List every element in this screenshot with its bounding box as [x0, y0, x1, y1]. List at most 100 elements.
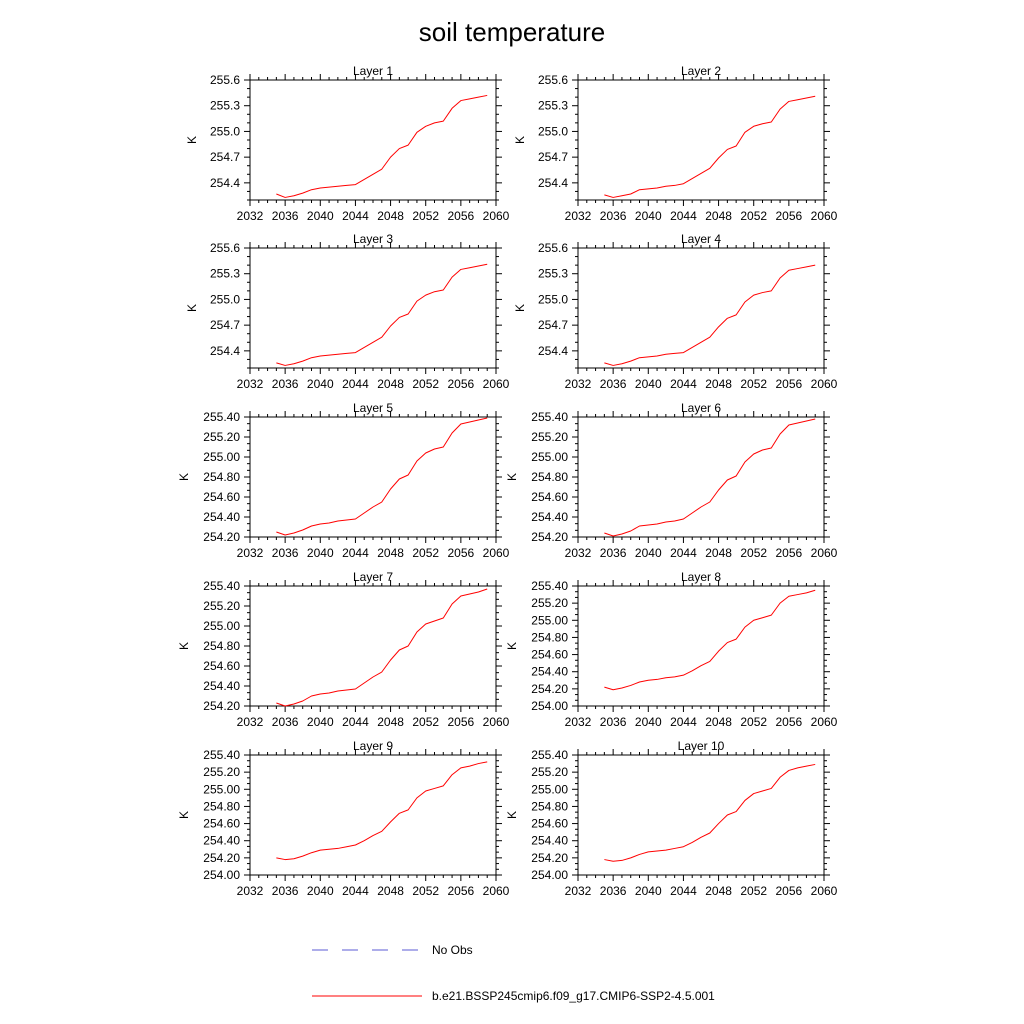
- x-tick-label: 2032: [237, 209, 264, 223]
- y-tick-label: 255.00: [531, 450, 568, 464]
- y-axis-label: K: [177, 642, 191, 650]
- series-line-layer-3: [276, 263, 488, 366]
- x-tick-label: 2048: [377, 715, 404, 729]
- y-tick-label: 255.00: [531, 613, 568, 627]
- x-tick-label: 2060: [811, 209, 838, 223]
- x-tick-label: 2032: [565, 884, 592, 898]
- y-tick-label: 254.20: [203, 851, 240, 865]
- x-tick-label: 2048: [705, 715, 732, 729]
- x-tick-label: 2036: [600, 209, 627, 223]
- series-line-layer-8: [604, 589, 816, 691]
- panel-title: Layer 1: [353, 64, 393, 78]
- x-tick-label: 2044: [670, 715, 697, 729]
- y-tick-label: 254.00: [531, 699, 568, 713]
- x-tick-label: 2032: [565, 377, 592, 391]
- x-tick-label: 2044: [342, 546, 369, 560]
- y-tick-label: 255.0: [538, 292, 568, 306]
- panel-layer-1: Layer 1 254.4 254.7 255.0 255.3 255.6 2032 2036…: [185, 64, 510, 223]
- y-tick-label: 254.20: [203, 530, 240, 544]
- x-tick-label: 2052: [740, 209, 767, 223]
- x-tick-label: 2040: [307, 715, 334, 729]
- y-tick-label: 255.20: [203, 599, 240, 613]
- y-axis-label: K: [513, 304, 527, 312]
- y-axis-label: K: [513, 136, 527, 144]
- x-tick-label: 2032: [565, 209, 592, 223]
- plot-frame: [249, 416, 497, 538]
- x-tick-label: 2060: [483, 209, 510, 223]
- plot-frame: [249, 79, 497, 201]
- x-tick-label: 2056: [448, 209, 475, 223]
- x-tick-label: 2032: [565, 546, 592, 560]
- y-tick-label: 255.00: [203, 619, 240, 633]
- panel-grid: Layer 1 254.4 254.7 255.0 255.3 255.6 2032 2036…: [177, 64, 838, 898]
- panel-title: Layer 3: [353, 232, 393, 246]
- x-tick-label: 2044: [670, 884, 697, 898]
- y-tick-label: 254.60: [531, 817, 568, 831]
- y-tick-label: 254.20: [203, 699, 240, 713]
- x-tick-label: 2040: [307, 884, 334, 898]
- series-line-layer-9: [276, 761, 488, 861]
- x-tick-label: 2036: [272, 377, 299, 391]
- x-tick-label: 2060: [811, 546, 838, 560]
- y-axis-label: K: [177, 811, 191, 819]
- y-tick-label: 255.0: [210, 124, 240, 138]
- y-tick-label: 255.3: [210, 99, 240, 113]
- x-tick-label: 2036: [272, 209, 299, 223]
- y-tick-label: 255.40: [531, 410, 568, 424]
- x-tick-label: 2048: [377, 209, 404, 223]
- x-tick-label: 2036: [272, 884, 299, 898]
- y-tick-label: 254.40: [203, 679, 240, 693]
- y-tick-label: 254.40: [531, 834, 568, 848]
- y-tick-label: 254.60: [531, 648, 568, 662]
- panel-title: Layer 7: [353, 570, 393, 584]
- y-tick-label: 254.60: [203, 490, 240, 504]
- y-tick-label: 254.20: [531, 530, 568, 544]
- y-axis-label: K: [505, 642, 519, 650]
- series-line-layer-4: [604, 264, 816, 366]
- y-tick-label: 254.40: [531, 665, 568, 679]
- y-tick-label: 255.00: [203, 450, 240, 464]
- y-tick-label: 255.40: [203, 748, 240, 762]
- panel-title: Layer 10: [678, 739, 725, 753]
- y-tick-label: 255.20: [203, 765, 240, 779]
- y-tick-label: 254.40: [531, 510, 568, 524]
- x-tick-label: 2060: [811, 884, 838, 898]
- y-tick-label: 255.3: [538, 99, 568, 113]
- x-tick-label: 2056: [448, 377, 475, 391]
- x-tick-label: 2040: [307, 546, 334, 560]
- x-tick-label: 2052: [412, 377, 439, 391]
- y-tick-label: 255.40: [203, 410, 240, 424]
- x-tick-label: 2056: [776, 715, 803, 729]
- y-tick-label: 255.40: [531, 748, 568, 762]
- x-tick-label: 2044: [342, 884, 369, 898]
- x-tick-label: 2060: [483, 377, 510, 391]
- x-tick-label: 2040: [635, 377, 662, 391]
- x-tick-label: 2040: [307, 209, 334, 223]
- x-tick-label: 2048: [705, 884, 732, 898]
- x-tick-label: 2048: [705, 546, 732, 560]
- y-tick-label: 254.7: [538, 318, 568, 332]
- y-tick-label: 255.6: [538, 241, 568, 255]
- x-tick-label: 2048: [705, 377, 732, 391]
- y-tick-label: 255.0: [538, 124, 568, 138]
- panel-layer-4: Layer 4 254.4 254.7 255.0 255.3 255.6 2032 2036…: [513, 232, 838, 391]
- series-line-layer-10: [604, 763, 816, 862]
- y-tick-label: 254.60: [203, 817, 240, 831]
- panel-title: Layer 5: [353, 401, 393, 415]
- x-tick-label: 2052: [740, 377, 767, 391]
- x-tick-label: 2052: [412, 884, 439, 898]
- y-tick-label: 255.40: [203, 579, 240, 593]
- figure-title: soil temperature: [419, 17, 605, 47]
- y-tick-label: 255.0: [210, 292, 240, 306]
- x-tick-label: 2040: [635, 715, 662, 729]
- y-tick-label: 254.60: [531, 490, 568, 504]
- x-tick-label: 2036: [600, 377, 627, 391]
- plot-frame: [577, 247, 825, 369]
- x-tick-label: 2036: [272, 546, 299, 560]
- panel-title: Layer 4: [681, 232, 721, 246]
- y-tick-label: 254.80: [531, 630, 568, 644]
- y-tick-label: 255.6: [210, 241, 240, 255]
- x-tick-label: 2032: [237, 377, 264, 391]
- y-tick-label: 254.40: [203, 834, 240, 848]
